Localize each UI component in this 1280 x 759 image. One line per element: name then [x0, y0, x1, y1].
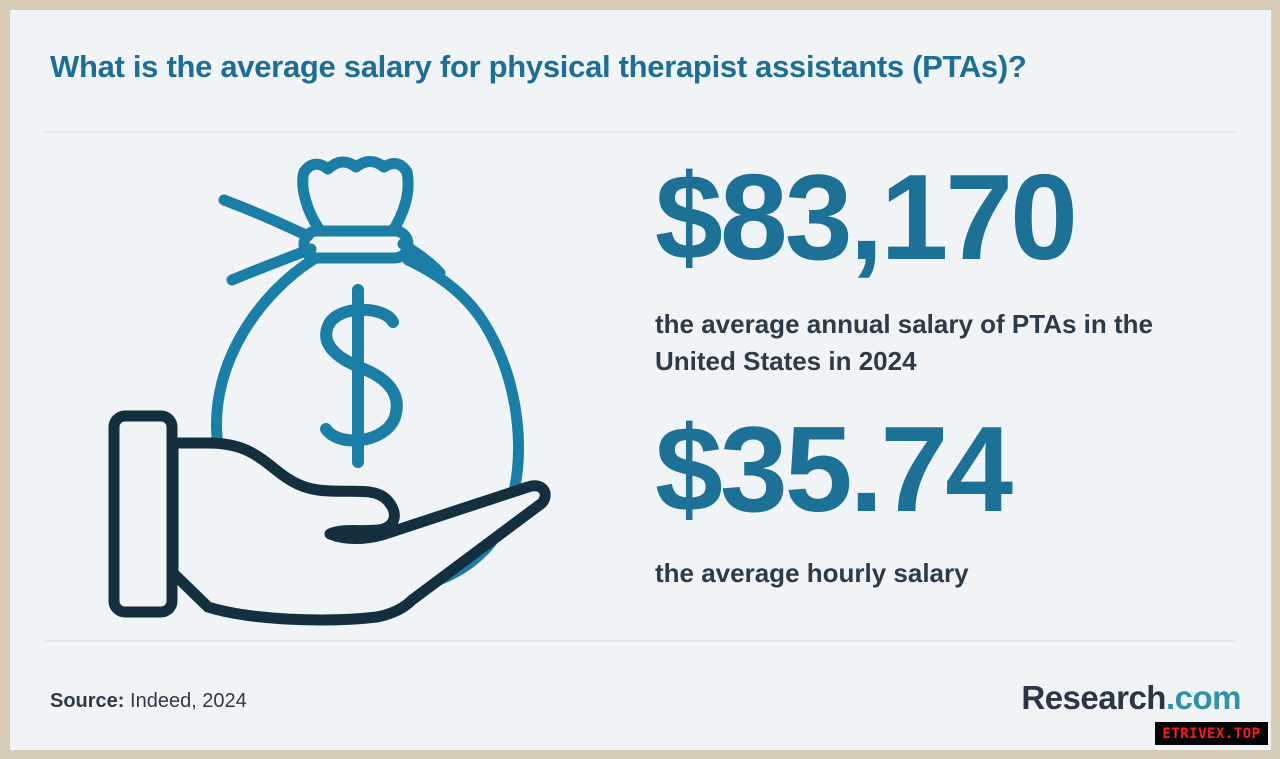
page-title: What is the average salary for physical … [50, 49, 1027, 84]
research-com-logo: Research.com [1021, 678, 1241, 718]
hand-cuff [108, 410, 178, 618]
source-label: Source: [50, 690, 125, 712]
hourly-salary-label-line1: the average hourly salary [655, 558, 969, 588]
hand-icon [108, 410, 551, 626]
hourly-salary-value: $35.74 [655, 401, 1013, 537]
watermark-badge: ETRIVEX.TOP [1155, 722, 1268, 745]
hand-holding-money-bag-icon [90, 130, 590, 630]
infographic-card: What is the average salary for physical … [10, 10, 1271, 750]
source-attribution: Source: Indeed, 2024 [50, 688, 247, 714]
bag-ribbon-lower-left [226, 243, 317, 286]
annual-salary-label-line2: United States in 2024 [655, 345, 917, 376]
logo-brand-tld: .com [1165, 679, 1242, 716]
annual-salary-label-line1: the average annual salary of PTAs in the [655, 309, 1154, 339]
logo-brand-name: Research [1021, 679, 1166, 716]
dollar-sign-icon [320, 284, 403, 468]
annual-salary-label: the average annual salary of PTAs in the… [655, 306, 1255, 380]
top-divider [45, 131, 1235, 133]
bottom-divider [45, 640, 1235, 642]
hourly-salary-label: the average hourly salary [655, 555, 1255, 592]
annual-salary-value: $83,170 [655, 149, 1078, 285]
money-bag-illustration [108, 156, 551, 626]
dollar-s-curve [320, 303, 403, 447]
bag-rim [297, 156, 414, 235]
hand-palm [167, 437, 551, 626]
bag-ribbon-upper-left [218, 194, 314, 242]
source-value: Indeed, 2024 [124, 690, 247, 712]
bag-tie-band [298, 225, 414, 264]
